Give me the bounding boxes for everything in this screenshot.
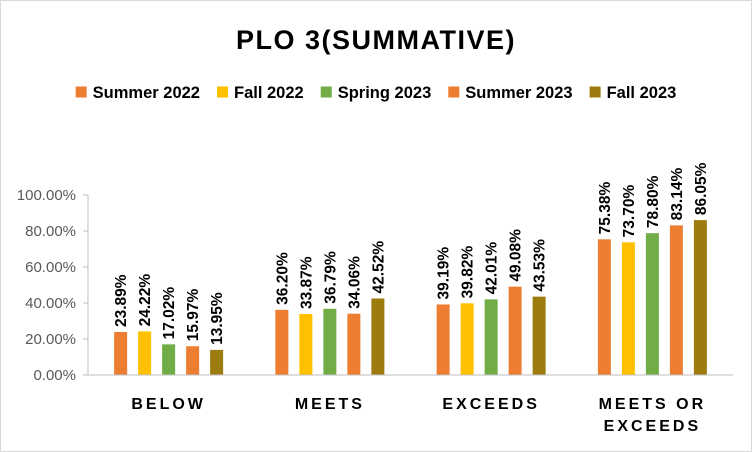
data-label: 49.08%	[508, 229, 525, 282]
bar	[532, 296, 546, 375]
data-label: 75.38%	[597, 182, 614, 235]
data-label: 42.01%	[484, 242, 501, 295]
y-tick-label: 20.00%	[25, 331, 76, 348]
y-tick-label: 40.00%	[25, 295, 76, 312]
x-category-label: EXCEEDS	[442, 396, 539, 413]
x-category-label: BELOW	[131, 396, 206, 413]
y-tick-label: 0.00%	[33, 367, 76, 384]
legend-swatch	[320, 86, 332, 98]
bar	[114, 331, 128, 375]
data-label: 24.22%	[137, 274, 154, 327]
data-label: 78.80%	[645, 175, 662, 228]
data-label: 83.14%	[669, 168, 686, 221]
legend-label: Summer 2022	[93, 84, 200, 102]
x-category-label: MEETS OR	[599, 396, 707, 413]
bar	[693, 220, 707, 375]
legend: Summer 2022 Fall 2022 Spring 2023 Summer 20…	[75, 84, 677, 102]
legend-label: Fall 2023	[607, 84, 677, 102]
legend-label: Fall 2022	[234, 84, 304, 102]
x-category-label: MEETS	[295, 396, 365, 413]
bar	[508, 286, 522, 375]
x-category-label: EXCEEDS	[604, 418, 701, 435]
legend-swatch	[589, 86, 601, 98]
bar	[138, 331, 152, 375]
bar	[210, 349, 224, 375]
chart-title: PLO 3(SUMMATIVE)	[236, 25, 516, 55]
bar	[347, 313, 361, 375]
data-label: 39.19%	[436, 247, 453, 300]
bar	[275, 309, 289, 375]
data-label: 33.87%	[298, 256, 315, 309]
data-label: 36.20%	[274, 252, 291, 305]
data-label: 43.53%	[532, 239, 549, 292]
legend-swatch	[217, 86, 229, 98]
bar	[484, 299, 498, 375]
bar	[460, 303, 474, 375]
data-label: 13.95%	[209, 292, 226, 345]
bar	[669, 225, 683, 375]
legend-label: Summer 2023	[465, 84, 572, 102]
legend-swatch	[75, 86, 87, 98]
data-label: 34.06%	[346, 256, 363, 309]
data-label: 36.79%	[322, 251, 339, 304]
legend-swatch	[448, 86, 460, 98]
y-tick-label: 60.00%	[25, 259, 76, 276]
data-label: 17.02%	[161, 287, 178, 340]
y-tick-label: 80.00%	[25, 223, 76, 240]
data-label: 42.52%	[370, 241, 387, 294]
bar	[645, 233, 659, 375]
bar	[436, 304, 450, 375]
data-label: 23.89%	[113, 274, 130, 327]
data-label: 86.05%	[693, 162, 710, 215]
data-label: 73.70%	[621, 185, 638, 238]
bar	[597, 239, 611, 375]
data-label: 39.82%	[460, 246, 477, 299]
legend-label: Spring 2023	[338, 84, 432, 102]
bar	[371, 298, 385, 375]
bar	[186, 346, 200, 375]
y-tick-label: 100.00%	[17, 187, 76, 204]
data-label: 15.97%	[185, 288, 202, 341]
bar	[323, 308, 337, 375]
bar	[162, 344, 176, 375]
bar	[621, 242, 635, 375]
bar	[299, 314, 313, 375]
